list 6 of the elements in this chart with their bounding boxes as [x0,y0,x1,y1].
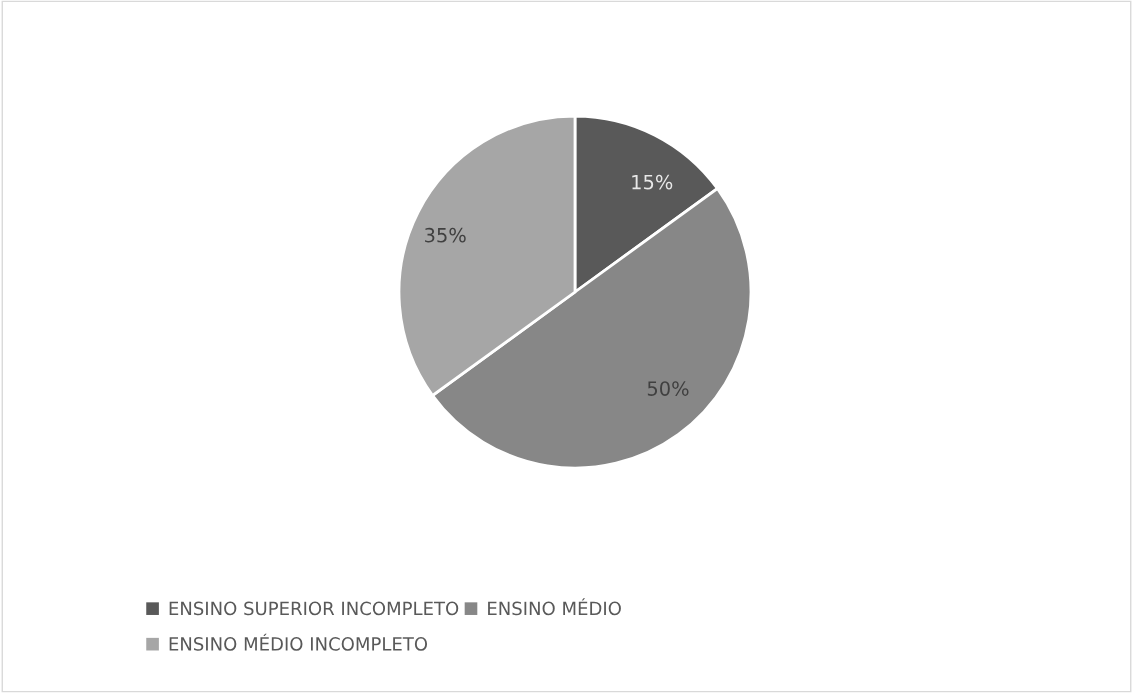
legend-label: ENSINO MÉDIO [488,598,621,616]
data-label: 15% [632,174,673,190]
data-label: 35% [425,227,466,243]
legend-label: ENSINO MÉDIO INCOMPLETO [169,633,428,651]
legend-label: ENSINO SUPERIOR INCOMPLETO [169,601,459,616]
data-label: 50% [647,381,689,396]
